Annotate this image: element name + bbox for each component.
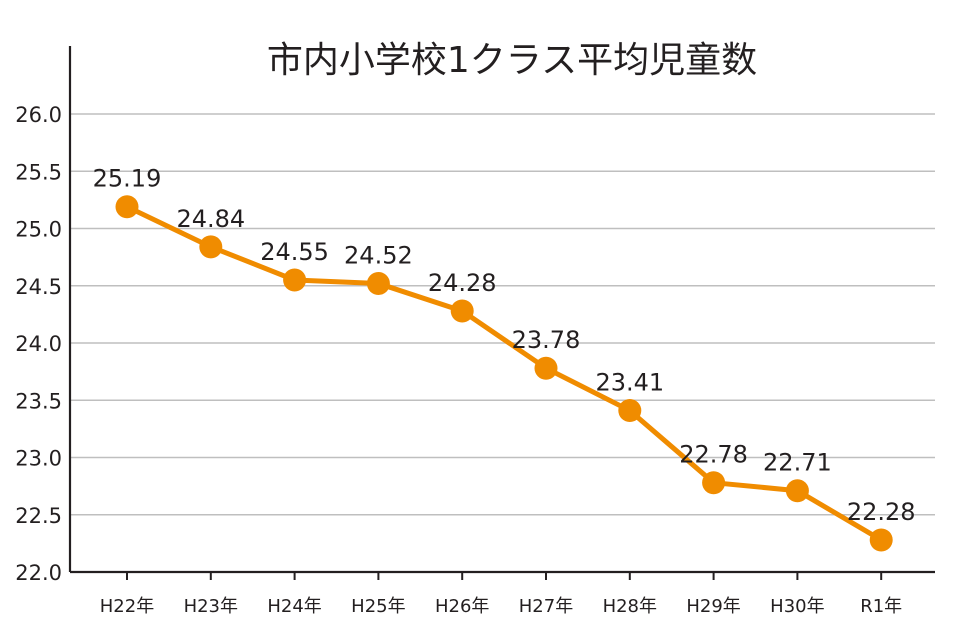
x-tick-label: H26年 [435,596,489,617]
data-point [283,268,307,292]
x-axis-ticks: H22年 H23年 H24年 H25年 H26年 H27年 H28年 H29年 H30年 R1年 [100,572,902,617]
y-axis-ticks: 22.0 22.5 23.0 23.5 24.0 24.5 25.0 25.5 26.0 [15,103,62,585]
x-tick-label: H27年 [519,596,573,617]
grid-lines [70,113,935,516]
series-line [124,204,884,543]
data-points [115,195,893,552]
x-tick-label: R1年 [860,596,902,617]
y-tick-label: 22.5 [15,504,62,528]
data-point [785,479,809,503]
data-point [534,356,558,380]
x-tick-label: H25年 [351,596,405,617]
data-label: 22.28 [847,498,916,526]
y-tick-label: 26.0 [15,103,62,127]
y-tick-label: 25.0 [15,218,62,242]
chart-title: 市内小学校1クラス平均児童数 [267,40,757,81]
data-label: 22.71 [763,449,832,477]
y-tick-label: 23.5 [15,389,62,413]
axes [68,46,935,574]
data-point [702,471,726,495]
y-tick-label: 24.5 [15,275,62,299]
x-tick-label: H28年 [603,596,657,617]
data-label: 23.41 [595,369,664,397]
x-tick-label: H24年 [267,596,321,617]
data-label: 24.52 [344,241,413,269]
data-point [115,195,139,219]
x-tick-label: H22年 [100,596,154,617]
y-tick-label: 23.0 [15,447,62,471]
x-tick-label: H30年 [770,596,824,617]
data-label: 23.78 [512,326,581,354]
data-point [366,271,390,295]
data-point [618,399,642,423]
data-point [450,299,474,323]
data-label: 24.84 [176,205,245,233]
y-tick-label: 22.0 [15,561,62,585]
x-tick-label: H23年 [184,596,238,617]
data-label: 24.55 [260,238,329,266]
data-point [199,235,223,259]
x-tick-label: H29年 [686,596,740,617]
data-label: 22.78 [679,441,748,469]
series-polyline [124,204,884,543]
y-tick-label: 25.5 [15,160,62,184]
y-tick-label: 24.0 [15,332,62,356]
data-labels: 25.19 24.84 24.55 24.52 24.28 23.78 23.41 22.78… [93,165,916,526]
data-point [869,528,893,552]
data-label: 24.28 [428,269,497,297]
data-label: 25.19 [93,165,162,193]
